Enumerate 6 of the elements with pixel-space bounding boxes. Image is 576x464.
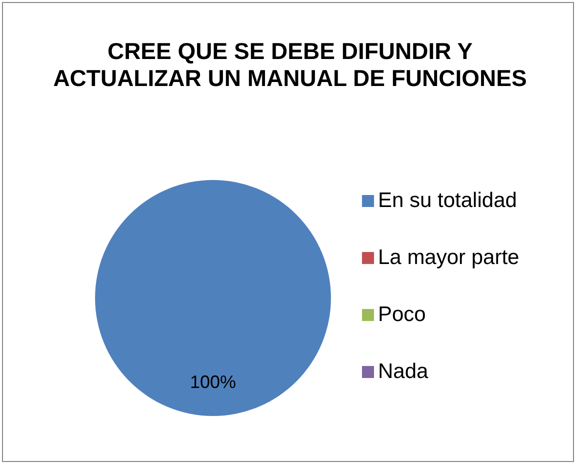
legend-label: Nada	[378, 360, 428, 384]
legend-label: En su totalidad	[378, 188, 517, 212]
legend-label: Poco	[378, 302, 426, 326]
chart-title: CREE QUE SE DEBE DIFUNDIR Y ACTUALIZAR UN MANUAL DE FUNCIONES	[52, 38, 528, 92]
legend-label: La mayor parte	[378, 246, 520, 270]
data-label: 100%	[190, 372, 236, 392]
